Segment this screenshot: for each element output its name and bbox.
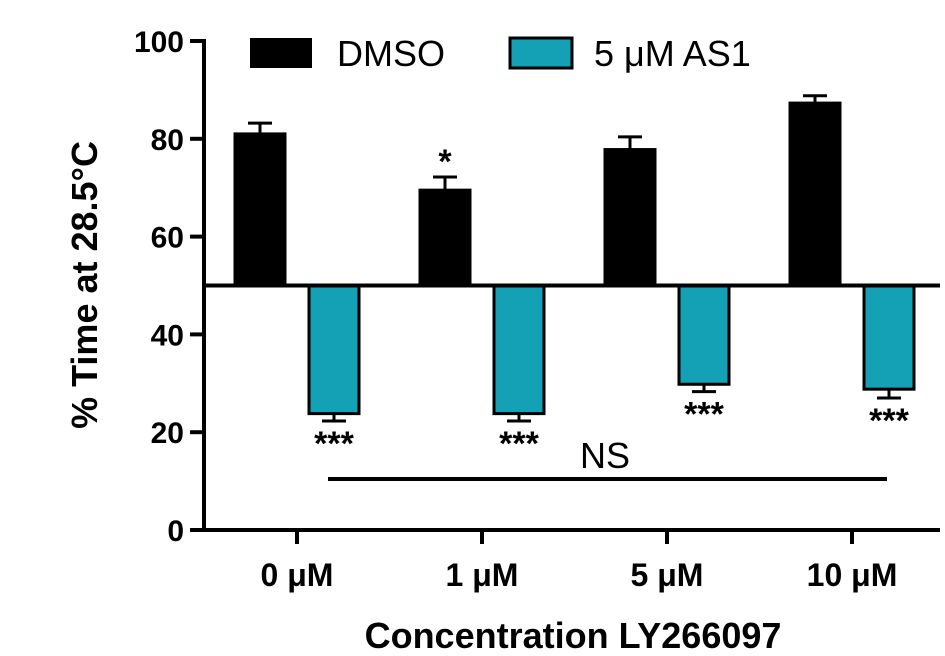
- bar-dmso-1: [418, 188, 472, 288]
- legend-label-dmso: DMSO: [337, 33, 445, 74]
- x-tick-label-3: 10 μM: [807, 557, 898, 593]
- bar-dmso-0: [233, 132, 287, 287]
- y-tick-label-40: 40: [151, 319, 184, 352]
- y-tick-label-20: 20: [151, 417, 184, 450]
- bar-as1-2: [677, 284, 731, 386]
- y-tick-label-60: 60: [151, 222, 184, 255]
- significance-dmso-1: *: [438, 143, 452, 181]
- legend-label-as1: 5 μM AS1: [594, 33, 751, 74]
- significance-as1-1: ***: [499, 425, 539, 463]
- x-tick-label-2: 5 μM: [631, 557, 704, 593]
- bar-as1-3: [862, 284, 916, 391]
- y-tick-label-100: 100: [134, 26, 184, 59]
- significance-as1-2: ***: [684, 396, 724, 434]
- x-tick-label-0: 0 μM: [261, 557, 334, 593]
- y-tick-label-0: 0: [167, 515, 184, 548]
- legend-swatch-dmso: [250, 38, 312, 68]
- bar-dmso-3: [788, 101, 842, 287]
- legend: DMSO 5 μM AS1: [250, 33, 751, 74]
- y-axis-title: % Time at 28.5°C: [64, 141, 105, 429]
- y-axis: 0 20 40 60 80 100: [134, 26, 206, 548]
- chart-marks: **** ****** ***: [204, 94, 940, 463]
- bar-as1-0: [307, 284, 361, 416]
- significance-as1-3: ***: [869, 402, 909, 440]
- x-axis-title: Concentration LY266097: [365, 615, 782, 656]
- ns-label: NS: [580, 435, 630, 476]
- x-tick-label-1: 1 μM: [446, 557, 519, 593]
- ns-bracket: NS: [328, 435, 887, 481]
- legend-swatch-as1: [508, 36, 574, 70]
- y-tick-label-80: 80: [151, 124, 184, 157]
- bar-dmso-2: [603, 148, 657, 287]
- bar-as1-1: [492, 284, 546, 416]
- x-axis: 0 μM 1 μM 5 μM 10 μM: [202, 528, 940, 593]
- significance-as1-0: ***: [314, 425, 354, 463]
